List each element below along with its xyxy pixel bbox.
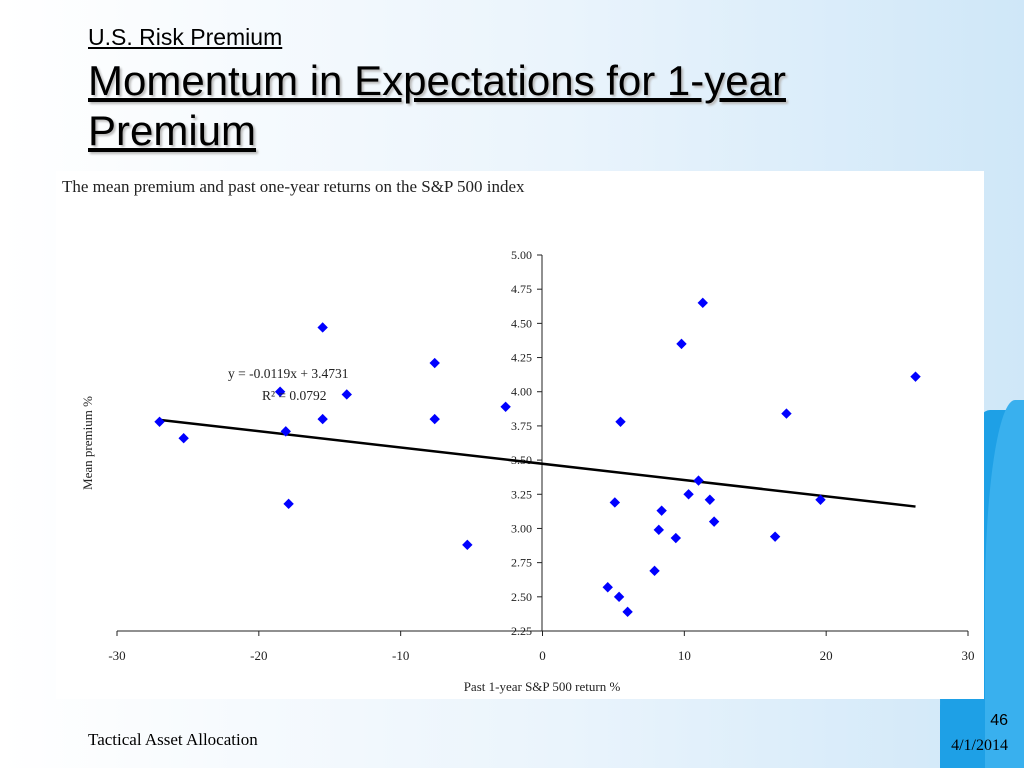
- data-point: [781, 408, 792, 419]
- x-tick-label: 20: [820, 648, 833, 663]
- data-point: [602, 582, 613, 593]
- data-point: [274, 386, 286, 397]
- data-point: [609, 497, 621, 508]
- data-point: [697, 297, 708, 309]
- slide-number: 46: [990, 712, 1008, 729]
- data-point: [656, 505, 667, 516]
- trendline-equation: y = -0.0119x + 3.4731: [228, 366, 348, 381]
- y-axis-label: Mean premium %: [80, 396, 95, 490]
- slide-date: 4/1/2014: [951, 737, 1008, 754]
- y-tick-label: 4.25: [511, 351, 532, 365]
- data-point: [283, 498, 294, 510]
- x-tick-label: 30: [962, 648, 975, 663]
- y-tick-label: 3.25: [511, 487, 532, 501]
- y-tick-label: 3.75: [511, 419, 532, 433]
- data-point: [500, 401, 511, 412]
- data-point: [815, 494, 826, 505]
- x-tick-label: -20: [250, 648, 267, 663]
- y-tick-label: 2.25: [511, 624, 532, 638]
- trendline-r2: R² = 0.0792: [262, 388, 327, 403]
- data-point: [910, 371, 921, 382]
- data-point: [317, 322, 328, 333]
- slide-title: Momentum in Expectations for 1-year Prem…: [88, 57, 786, 154]
- data-point: [683, 489, 694, 500]
- x-tick-label: -10: [392, 648, 409, 663]
- y-tick-label: 2.50: [511, 590, 532, 604]
- data-point: [615, 416, 626, 428]
- x-tick-label: -30: [108, 648, 125, 663]
- data-point: [178, 433, 189, 444]
- y-tick-label: 5.00: [511, 248, 532, 262]
- data-point: [317, 413, 328, 425]
- y-tick-label: 3.50: [511, 453, 532, 467]
- data-point: [670, 532, 682, 544]
- y-tick-label: 3.00: [511, 521, 532, 535]
- footer-course-title: Tactical Asset Allocation: [88, 730, 258, 749]
- data-point: [693, 475, 704, 486]
- y-tick-label: 4.50: [511, 316, 532, 330]
- data-point: [649, 565, 660, 577]
- data-point: [613, 591, 625, 603]
- y-tick-label: 4.75: [511, 282, 532, 296]
- data-point: [154, 416, 165, 428]
- data-point: [280, 426, 291, 437]
- x-axis-label: Past 1-year S&P 500 return %: [464, 679, 621, 694]
- scatter-chart: The mean premium and past one-year retur…: [62, 177, 975, 694]
- data-point: [708, 516, 720, 527]
- data-point: [653, 524, 665, 536]
- x-tick-label: 0: [539, 648, 546, 663]
- chart-panel: The mean premium and past one-year retur…: [56, 171, 984, 699]
- x-tick-label: 10: [678, 648, 691, 663]
- data-point: [429, 413, 440, 425]
- chart-title: The mean premium and past one-year retur…: [62, 177, 525, 196]
- y-tick-label: 2.75: [511, 556, 532, 570]
- data-point: [769, 531, 781, 542]
- data-point: [341, 389, 352, 400]
- y-tick-label: 4.00: [511, 385, 532, 399]
- data-points: [154, 297, 921, 618]
- slide-eyebrow: U.S. Risk Premium: [88, 24, 283, 50]
- trendline: [159, 418, 916, 508]
- data-point: [676, 338, 687, 350]
- data-point: [429, 357, 440, 369]
- data-point: [462, 539, 473, 551]
- trendline-group: [159, 418, 916, 508]
- chart-axes: -30 -20 -10 0 10 20 30 2.25 2.50 2.75 3.00 3.25 3.50…: [108, 248, 974, 663]
- data-point: [704, 494, 716, 505]
- data-point: [622, 606, 633, 618]
